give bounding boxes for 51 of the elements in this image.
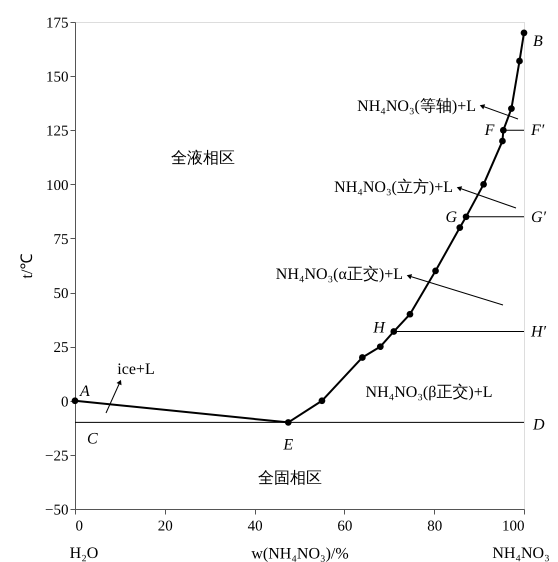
y-tick-label: −25 xyxy=(45,448,68,464)
annotation: E xyxy=(282,436,294,454)
annotation: 全液相区 xyxy=(171,149,235,167)
annotation: G′ xyxy=(531,208,547,226)
annotation: H xyxy=(372,320,386,337)
annotation: F xyxy=(484,122,495,140)
point xyxy=(406,310,414,318)
point xyxy=(456,224,464,231)
x-tick-label: 40 xyxy=(248,518,263,534)
point xyxy=(432,268,439,274)
x-tick-label: 0 xyxy=(76,518,83,534)
annotation: NH₄NO₃(立方)+L xyxy=(334,178,453,196)
x-axis-title: w(NH₄NO₃)/% xyxy=(251,546,349,562)
point xyxy=(359,354,366,361)
annotation: 全固相区 xyxy=(258,469,322,487)
point xyxy=(500,126,507,134)
point xyxy=(376,343,384,350)
y-tick-label: 100 xyxy=(46,178,68,194)
point xyxy=(516,58,523,64)
annotation: B xyxy=(533,32,543,50)
y-tick-label: 150 xyxy=(46,70,68,86)
x-tick-label: 100 xyxy=(502,518,524,534)
annotation: D xyxy=(532,416,545,434)
annotation: H′ xyxy=(530,324,547,341)
y-tick-label: 0 xyxy=(61,394,68,410)
y-axis-title: t/℃ xyxy=(19,254,36,278)
point xyxy=(318,397,326,404)
annotation: NH₄NO₃(β正交)+L xyxy=(366,383,492,401)
point xyxy=(499,138,506,144)
y-tick-label: −50 xyxy=(45,502,68,518)
point xyxy=(72,397,78,404)
point xyxy=(508,105,515,112)
annotation: A xyxy=(79,382,90,400)
x-tick-label: 20 xyxy=(158,518,173,534)
x-tick-label: 80 xyxy=(427,518,442,534)
y-tick-label: 125 xyxy=(46,124,68,140)
annotation: F′ xyxy=(530,122,545,140)
annotation: ice+L xyxy=(117,361,155,378)
text: H₂O xyxy=(70,545,98,562)
point xyxy=(520,29,528,36)
annotation: C xyxy=(87,430,98,448)
y-tick-label: 75 xyxy=(54,232,68,248)
text: NH₄NO₃ xyxy=(492,545,550,562)
annotation: NH₄NO₃(等轴)+L xyxy=(357,97,476,115)
y-tick-label: 50 xyxy=(54,286,68,302)
y-tick-label: 175 xyxy=(46,16,68,32)
annotation: G xyxy=(446,208,458,226)
annotation: NH₄NO₃(α正交)+L xyxy=(276,265,403,283)
y-tick-label: 25 xyxy=(54,340,68,356)
point xyxy=(480,180,487,188)
x-tick-label: 60 xyxy=(337,518,352,534)
